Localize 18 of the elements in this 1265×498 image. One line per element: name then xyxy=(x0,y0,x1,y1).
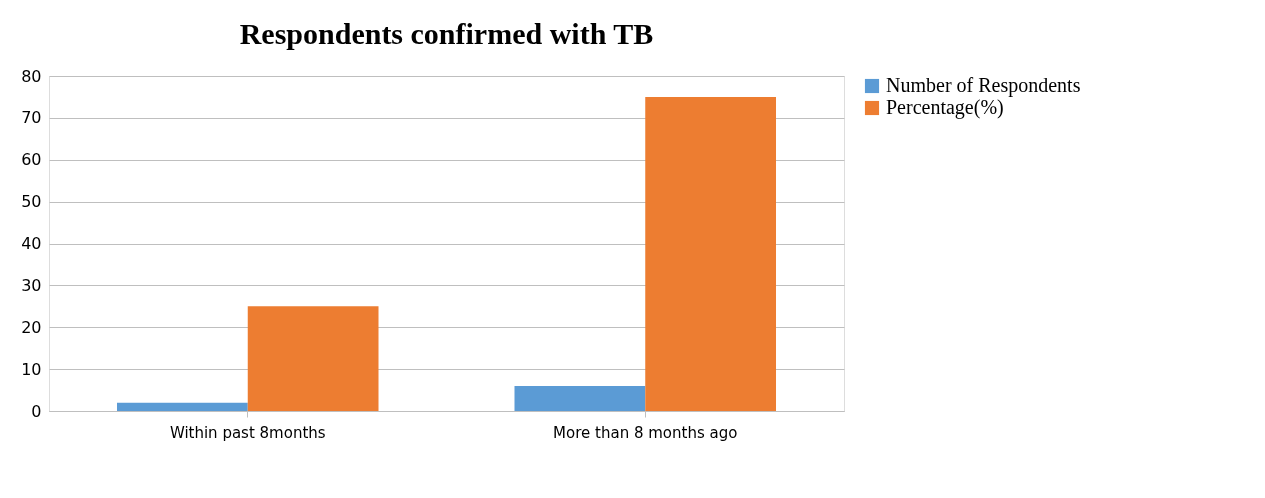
y-tick-label: 60 xyxy=(21,150,42,170)
y-tick-label: 70 xyxy=(21,108,42,128)
y-tick-label: 30 xyxy=(21,275,42,295)
y-tick-label: 20 xyxy=(21,317,42,337)
bar xyxy=(116,402,248,411)
y-tick-label: 40 xyxy=(21,234,42,253)
legend-label: Percentage(%) xyxy=(886,96,1004,119)
y-tick-label: 0 xyxy=(31,401,42,421)
bar xyxy=(247,306,379,411)
chart-title: Respondents confirmed with TB xyxy=(239,17,654,50)
y-tick-label: 50 xyxy=(21,192,42,212)
x-tick-label: More than 8 months ago xyxy=(553,423,738,442)
legend-label: Number of Respondents xyxy=(886,74,1081,97)
x-tick-label: Within past 8months xyxy=(169,423,326,442)
bar xyxy=(514,385,646,411)
y-tick-label: 10 xyxy=(21,359,42,379)
bar xyxy=(645,96,777,411)
y-tick-label: 80 xyxy=(21,66,42,86)
